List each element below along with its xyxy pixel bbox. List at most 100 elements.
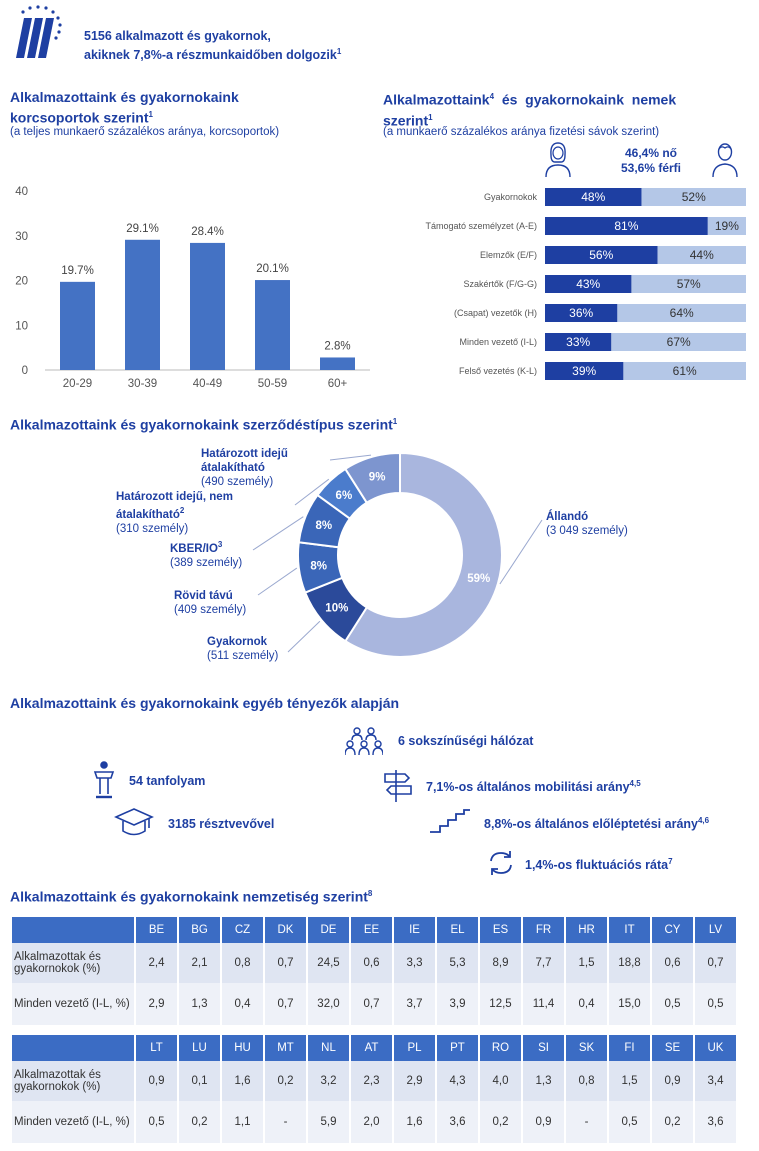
table1-managers-LV: 0,5 <box>695 983 736 1025</box>
nationality-title-text: Alkalmazottaink és gyakornokaink nemzeti… <box>10 888 368 905</box>
fact-turnover-sup: 7 <box>668 857 673 866</box>
table1-country-DE: DE <box>308 917 349 943</box>
gender-title: Alkalmazottaink4 és gyakornokaink nemek … <box>383 88 676 129</box>
nationality-table-1: BE BG CZ DK DE EE IE EL ES FR HR IT CY LV Alkalmazott… <box>10 917 738 1025</box>
fact-courses: 54 tanfolyam <box>129 774 206 788</box>
table1-country-EE: EE <box>351 917 392 943</box>
label-nem-atalakithato-sup: 2 <box>179 506 185 515</box>
gender-male-bar-4 <box>617 304 746 322</box>
gender-female-label-5: 33% <box>566 335 590 349</box>
table1-row-managers-label: Minden vezető (I-L, %) <box>12 983 134 1025</box>
table1-country-FR: FR <box>523 917 564 943</box>
age-title-sup: 1 <box>148 110 153 119</box>
donut-leader-line-5 <box>329 454 372 461</box>
table1-country-ES: ES <box>480 917 521 943</box>
donut-leader-line-4 <box>294 478 330 506</box>
age-value-label-2: 28.4% <box>191 226 224 238</box>
table1-staff-DK: 0,7 <box>265 943 306 983</box>
table2-country-PL: PL <box>394 1035 435 1061</box>
table2-managers-LU: 0,2 <box>179 1101 220 1143</box>
fact-turnover: 1,4%-os fluktuációs ráta7 <box>525 857 673 872</box>
contract-title-sup: 1 <box>392 417 398 426</box>
table2-country-SK: SK <box>566 1035 607 1061</box>
fact-promotion-sup: 4,6 <box>697 816 710 825</box>
gender-female-label-2: 56% <box>589 248 613 262</box>
nationality-title-sup: 8 <box>367 889 373 898</box>
age-ytick-3: 30 <box>15 231 28 243</box>
table2-managers-SI: 0,9 <box>523 1101 564 1143</box>
gender-title-part2: és gyakornokaink nemek <box>494 91 677 108</box>
gender-female-bar-4 <box>545 304 618 322</box>
label-rovid-count: (409 személy) <box>174 604 247 616</box>
table2-country-LT: LT <box>136 1035 177 1061</box>
table2-managers-HU: 1,1 <box>222 1101 263 1143</box>
table1-managers-DE: 32,0 <box>308 983 349 1025</box>
table2-managers-RO: 0,2 <box>480 1101 521 1143</box>
label-gyakornok: Gyakornok (511 személy) <box>207 635 278 663</box>
table1-managers-FR: 11,4 <box>523 983 564 1025</box>
age-title-line1: Alkalmazottaink és gyakornokaink <box>10 89 239 105</box>
table2-staff-MT: 0,2 <box>265 1061 306 1101</box>
gender-title-part1: Alkalmazottaink <box>383 91 490 108</box>
donut-slice-0 <box>343 451 503 658</box>
stairs-icon <box>428 808 472 839</box>
age-category-label-4: 60+ <box>328 378 348 390</box>
age-bar-20-29 <box>60 281 95 370</box>
table1-country-HR: HR <box>566 917 607 943</box>
age-ytick-2: 20 <box>15 276 28 288</box>
age-value-label-1: 29.1% <box>126 223 159 235</box>
gender-female-bar-0 <box>545 188 642 206</box>
age-bar-40-49 <box>190 242 225 370</box>
table2-staff-AT: 2,3 <box>351 1061 392 1101</box>
age-category-label-2: 40-49 <box>193 378 222 390</box>
gender-female-label-4: 36% <box>569 306 593 320</box>
fact-mobility-sup: 4,5 <box>629 779 641 788</box>
table1-managers-BG: 1,3 <box>179 983 220 1025</box>
gender-male-label-3: 57% <box>677 277 701 291</box>
gender-male-label-1: 19% <box>715 219 739 233</box>
table1-country-DK: DK <box>265 917 306 943</box>
header-line1: 5156 alkalmazott és gyakornok, <box>84 29 271 43</box>
table2-managers-LT: 0,5 <box>136 1101 177 1143</box>
signpost-icon <box>383 768 413 809</box>
label-atalakithato-name: Határozott idejű átalakítható <box>201 448 288 474</box>
label-gyakornok-count: (511 személy) <box>207 650 279 662</box>
age-ytick-1: 10 <box>15 320 28 332</box>
gender-male-bar-1 <box>707 217 746 235</box>
gender-title-line2: szerint <box>383 112 429 129</box>
table1-staff-DE: 24,5 <box>308 943 349 983</box>
gender-male-label-4: 64% <box>670 306 694 320</box>
label-kber-name: KBER/IO <box>170 542 218 555</box>
label-kber-sup: 3 <box>217 540 223 549</box>
gender-category-0: Gyakornokok <box>484 192 538 202</box>
eu-logo <box>10 4 68 60</box>
graduation-cap-icon <box>114 807 154 844</box>
table1-header-blank <box>12 917 134 943</box>
donut-slice-label-4: 6% <box>336 490 353 502</box>
age-bar-chart: 0 10 20 30 40 19.7% 20-29 29.1% 30-39 28.4% 40-49 2… <box>15 186 370 390</box>
age-category-label-3: 50-59 <box>258 378 287 390</box>
lectern-icon <box>93 761 115 804</box>
label-allando-name: Állandó <box>546 511 589 523</box>
female-icon <box>543 140 573 183</box>
contract-title-text: Alkalmazottaink és gyakornokaink szerződ… <box>10 416 393 433</box>
label-atalakithato-count: (490 személy) <box>201 476 274 488</box>
gender-category-1: Támogató személyzet (A-E) <box>425 221 537 231</box>
table2-managers-AT: 2,0 <box>351 1101 392 1143</box>
gender-category-6: Felső vezetés (K-L) <box>459 366 537 376</box>
gender-female-bar-3 <box>545 275 632 293</box>
table1-row-staff-label: Alkalmazottak és gyakornokok (%) <box>12 943 134 983</box>
header-sup: 1 <box>336 47 342 56</box>
label-nem-atalakithato-name: Határozott idejű, nem átalakítható <box>116 491 233 521</box>
gender-female-label-3: 43% <box>576 277 600 291</box>
table2-staff-HU: 1,6 <box>222 1061 263 1101</box>
gender-stacked-bar-chart: Gyakornokok 48% 52% Támogató személyzet (A-… <box>425 188 746 380</box>
table1-managers-IT: 15,0 <box>609 983 650 1025</box>
age-bar-30-39 <box>125 239 160 370</box>
gender-female-label-1: 81% <box>614 219 638 233</box>
age-value-label-0: 19.7% <box>61 265 94 277</box>
table2-managers-PT: 3,6 <box>437 1101 478 1143</box>
age-ytick-4: 40 <box>15 186 28 198</box>
gender-male-bar-3 <box>631 275 746 293</box>
table2-header-blank <box>12 1035 134 1061</box>
